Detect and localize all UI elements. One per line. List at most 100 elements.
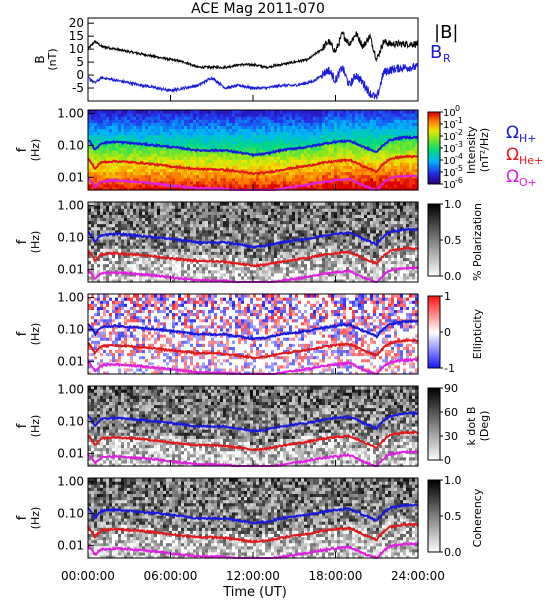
spectrogram-cell xyxy=(352,131,356,136)
spectrogram-cell xyxy=(154,156,158,160)
spectrogram-cell xyxy=(295,156,299,160)
spectrogram-cell xyxy=(292,153,296,157)
spectrogram-cell xyxy=(325,113,329,117)
spectrogram-cell xyxy=(271,153,275,157)
spectrogram-cell xyxy=(259,137,263,142)
spectrogram-cell xyxy=(376,110,380,114)
spectrogram-cell xyxy=(367,134,371,139)
spectrogram-cell xyxy=(229,165,233,170)
spectrogram-cell xyxy=(100,131,104,136)
spectrogram-cell xyxy=(124,153,128,157)
spectrogram-cell xyxy=(157,275,161,280)
spectrogram-cell xyxy=(256,165,260,170)
spectrogram-cell xyxy=(337,134,341,139)
spectrogram-cell xyxy=(118,266,122,271)
spectrogram-cell xyxy=(202,150,206,154)
spectrogram-cell xyxy=(295,162,299,166)
spectrogram-cell xyxy=(139,110,143,114)
spectrogram-cell xyxy=(310,150,314,154)
spectrogram-cell xyxy=(313,116,317,120)
spectrogram-cell xyxy=(100,122,104,126)
spectrogram-cell xyxy=(94,122,98,126)
y-tick-label: 0 xyxy=(76,68,84,82)
spectrogram-cell xyxy=(277,162,281,166)
spectrogram-cell xyxy=(271,131,275,136)
spectrogram-cell xyxy=(94,263,98,268)
spectrogram-cell xyxy=(103,242,107,246)
spectrogram-cell xyxy=(109,254,113,258)
spectrogram-cell xyxy=(322,110,326,114)
spectrogram-cell xyxy=(112,113,116,117)
spectrogram-cell xyxy=(205,134,209,139)
spectrogram-cell xyxy=(160,229,164,234)
spectrogram-cell xyxy=(394,131,398,136)
spectrogram-cell xyxy=(175,128,179,133)
spectrogram-cell xyxy=(100,248,104,252)
spectrogram-cell xyxy=(145,278,149,283)
spectrogram-cell xyxy=(130,174,134,179)
spectrogram-cell xyxy=(268,110,272,114)
spectrogram-cell xyxy=(106,174,110,179)
spectrogram-cell xyxy=(199,146,203,151)
spectrogram-cell xyxy=(181,186,185,191)
spectrogram-cell xyxy=(163,177,167,182)
spectrogram-cell xyxy=(289,140,293,145)
spectrogram-cell xyxy=(115,128,119,133)
spectrogram-cell xyxy=(280,177,284,182)
spectrogram-cell xyxy=(148,165,152,170)
spectrogram-cell xyxy=(100,238,104,243)
spectrogram-cell xyxy=(394,146,398,151)
spectrogram-cell xyxy=(280,146,284,151)
spectrogram-cell xyxy=(157,263,161,268)
spectrogram-cell xyxy=(346,134,350,139)
spectrogram-cell xyxy=(133,140,137,145)
spectrogram-cell xyxy=(211,143,215,148)
spectrogram-cell xyxy=(190,134,194,139)
spectrogram-cell xyxy=(202,137,206,142)
spectrogram-cell xyxy=(229,183,233,188)
spectrogram-cell xyxy=(139,263,143,268)
spectrogram-cell xyxy=(106,186,110,191)
spectrogram-cell xyxy=(97,156,101,160)
spectrogram-cell xyxy=(103,110,107,114)
spectrogram-cell xyxy=(217,177,221,182)
spectrogram-cell xyxy=(256,125,260,130)
spectrogram-cell xyxy=(118,214,122,218)
spectrogram-cell xyxy=(241,140,245,145)
colorbar-swatch xyxy=(428,146,440,149)
spectrogram-cell xyxy=(127,143,131,148)
spectrogram-cell xyxy=(370,165,374,170)
spectrogram-cell xyxy=(151,257,155,262)
spectrogram-cell xyxy=(109,137,113,142)
spectrogram-cell xyxy=(310,183,314,188)
spectrogram-cell xyxy=(139,119,143,123)
spectrogram-cell xyxy=(121,202,125,206)
spectrogram-cell xyxy=(148,128,152,133)
spectrogram-cell xyxy=(130,220,134,225)
spectrogram-cell xyxy=(310,128,314,133)
spectrogram-cell xyxy=(106,235,110,240)
spectrogram-cell xyxy=(259,131,263,136)
spectrogram-cell xyxy=(358,113,362,117)
spectrogram-cell xyxy=(142,174,146,179)
spectrogram-cell xyxy=(136,202,140,206)
spectrogram-cell xyxy=(367,140,371,145)
spectrogram-cell xyxy=(142,248,146,252)
spectrogram-cell xyxy=(265,137,269,142)
spectrogram-cell xyxy=(154,220,158,225)
spectrogram-cell xyxy=(280,134,284,139)
spectrogram-cell xyxy=(181,113,185,117)
spectrogram-cell xyxy=(286,168,290,173)
spectrogram-cell xyxy=(244,156,248,160)
spectrogram-cell xyxy=(250,162,254,166)
spectrogram-cell xyxy=(283,134,287,139)
spectrogram-cell xyxy=(376,122,380,126)
spectrogram-cell xyxy=(184,119,188,123)
spectrogram-cell xyxy=(346,131,350,136)
spectrogram-cell xyxy=(382,156,386,160)
spectrogram-cell xyxy=(397,177,401,182)
spectrogram-cell xyxy=(346,180,350,185)
spectrogram-cell xyxy=(403,186,407,191)
spectrogram-cell xyxy=(253,119,257,123)
spectrogram-cell xyxy=(118,128,122,133)
